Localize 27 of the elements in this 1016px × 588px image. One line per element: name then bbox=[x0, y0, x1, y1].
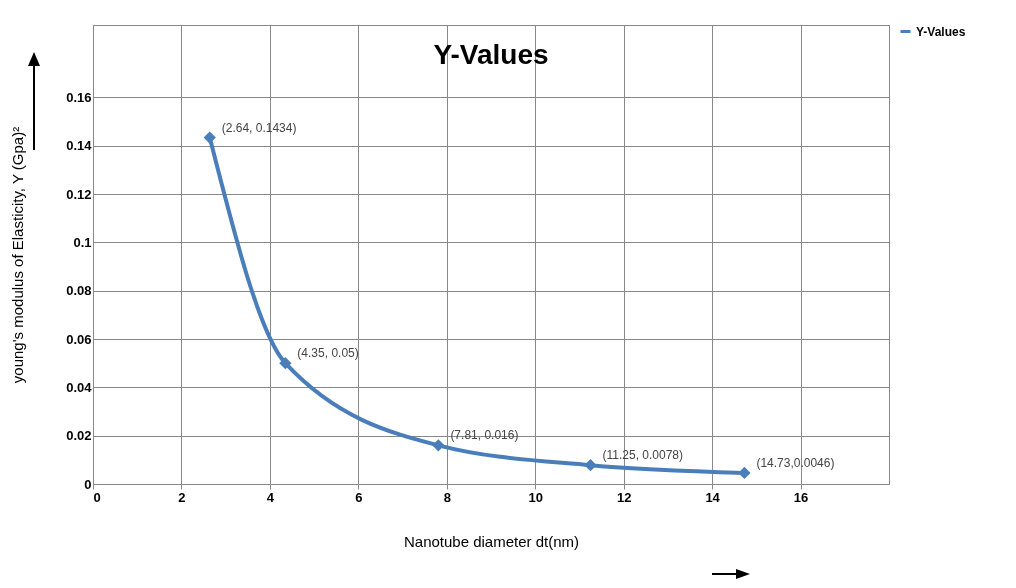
y-tick-label: 0 bbox=[84, 476, 92, 492]
annotation: (4.35, 0.05) bbox=[297, 346, 359, 361]
point bbox=[432, 439, 445, 452]
text: Y-Values bbox=[433, 39, 549, 70]
y-axis-title: young's modulus of Elasticity, Y (Gpa)² bbox=[9, 126, 27, 384]
x-tick-label: 16 bbox=[793, 489, 809, 505]
x-tick-label: 10 bbox=[528, 489, 543, 505]
x-tick-label: 2 bbox=[178, 489, 186, 505]
y-tick-label: 0.02 bbox=[66, 428, 92, 444]
x-axis-title: Nanotube diameter dt(nm) bbox=[403, 532, 580, 550]
x-tick-label: 14 bbox=[705, 489, 721, 505]
y-tick-label: 0.12 bbox=[66, 186, 92, 202]
y-tick-label: 0.1 bbox=[73, 234, 92, 250]
y-tick-label: 0.06 bbox=[66, 331, 92, 347]
point bbox=[584, 459, 597, 472]
x-tick-label: 12 bbox=[616, 489, 632, 505]
x-tick-label: 6 bbox=[355, 489, 363, 505]
x-tick-label: 4 bbox=[266, 489, 275, 505]
x-tick-label: 8 bbox=[443, 489, 451, 505]
point bbox=[203, 131, 216, 144]
legend-label: Y-Values bbox=[916, 24, 966, 39]
y-tick-label: 0.16 bbox=[66, 89, 92, 105]
y-tick-label: 0.08 bbox=[66, 283, 92, 299]
point bbox=[738, 466, 751, 480]
y-tick-label: 0.04 bbox=[66, 379, 93, 395]
y-tick-label: 0.14 bbox=[66, 138, 93, 154]
point bbox=[279, 357, 292, 370]
